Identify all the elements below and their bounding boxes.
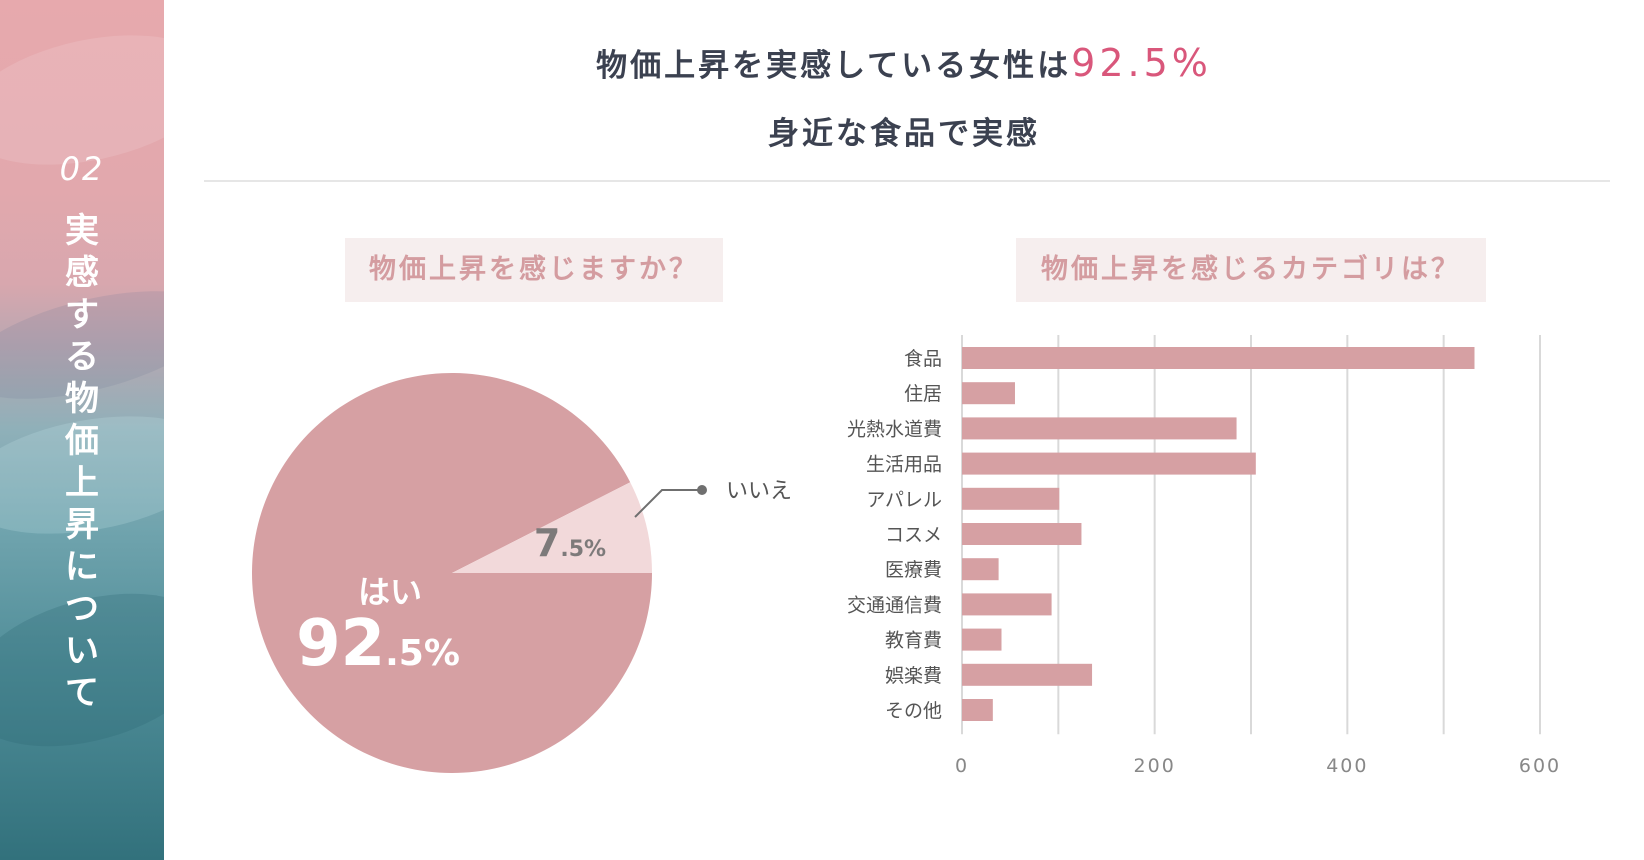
section-number: 02 (59, 150, 105, 188)
bar (962, 663, 1093, 686)
bar (962, 699, 993, 721)
category-label: 光熱水道費 (847, 418, 942, 440)
pie-slice-yes (251, 373, 652, 773)
headline-text: 物価上昇を実感している女性は (596, 48, 1072, 84)
category-label: 娯楽費 (885, 665, 942, 687)
bar (962, 593, 1052, 616)
bar (962, 558, 999, 581)
bar (962, 347, 1475, 369)
category-label: 教育費 (885, 630, 942, 652)
pie-no-value-int: 7 (534, 521, 560, 565)
bar-question-tag: 物価上昇を感じるカテゴリは？ (1016, 238, 1486, 302)
category-label: 交通通信費 (847, 594, 942, 616)
pie-yes-value: 92.5% (296, 607, 460, 681)
category-label: 医療費 (885, 559, 942, 581)
pie-leader-dot (697, 485, 707, 495)
pie-no-value: 7.5% (534, 521, 606, 565)
category-label: 生活用品 (866, 454, 942, 476)
category-label: 食品 (904, 348, 942, 370)
pie-yes-value-int: 92 (296, 607, 385, 681)
divider (204, 180, 1610, 182)
pie-no-label: いいえ (726, 479, 790, 504)
x-tick-label: 600 (1519, 755, 1561, 777)
bar (962, 452, 1256, 475)
category-label: 住居 (904, 383, 942, 405)
bar (962, 523, 1082, 545)
pie-no-value-dec: .5% (560, 537, 606, 562)
sidebar-panel: 02 実感する物価上昇について (0, 0, 164, 860)
x-tick-label: 0 (955, 755, 969, 777)
bar (962, 417, 1237, 440)
subheadline: 身近な食品で実感 (768, 116, 1040, 152)
bar (962, 628, 1002, 651)
pie-slice-no (452, 482, 652, 573)
x-tick-label: 400 (1326, 755, 1368, 777)
bar (962, 487, 1060, 510)
section-title: 実感する物価上昇について (65, 211, 99, 713)
pie-leader-line (634, 489, 700, 518)
x-tick-label: 200 (1134, 755, 1176, 777)
pie-yes-value-dec: .5% (385, 633, 460, 674)
headline-percentage: 92.5% (1071, 41, 1212, 85)
pie-yes-label: はい (358, 573, 422, 611)
pie-question-tag: 物価上昇を感じますか？ (345, 238, 723, 302)
category-label: コスメ (885, 524, 942, 546)
category-label: その他 (885, 700, 942, 722)
bar (962, 382, 1015, 405)
category-label: アパレル (866, 489, 942, 511)
headline: 物価上昇を実感している女性は92.5% (164, 40, 1644, 85)
